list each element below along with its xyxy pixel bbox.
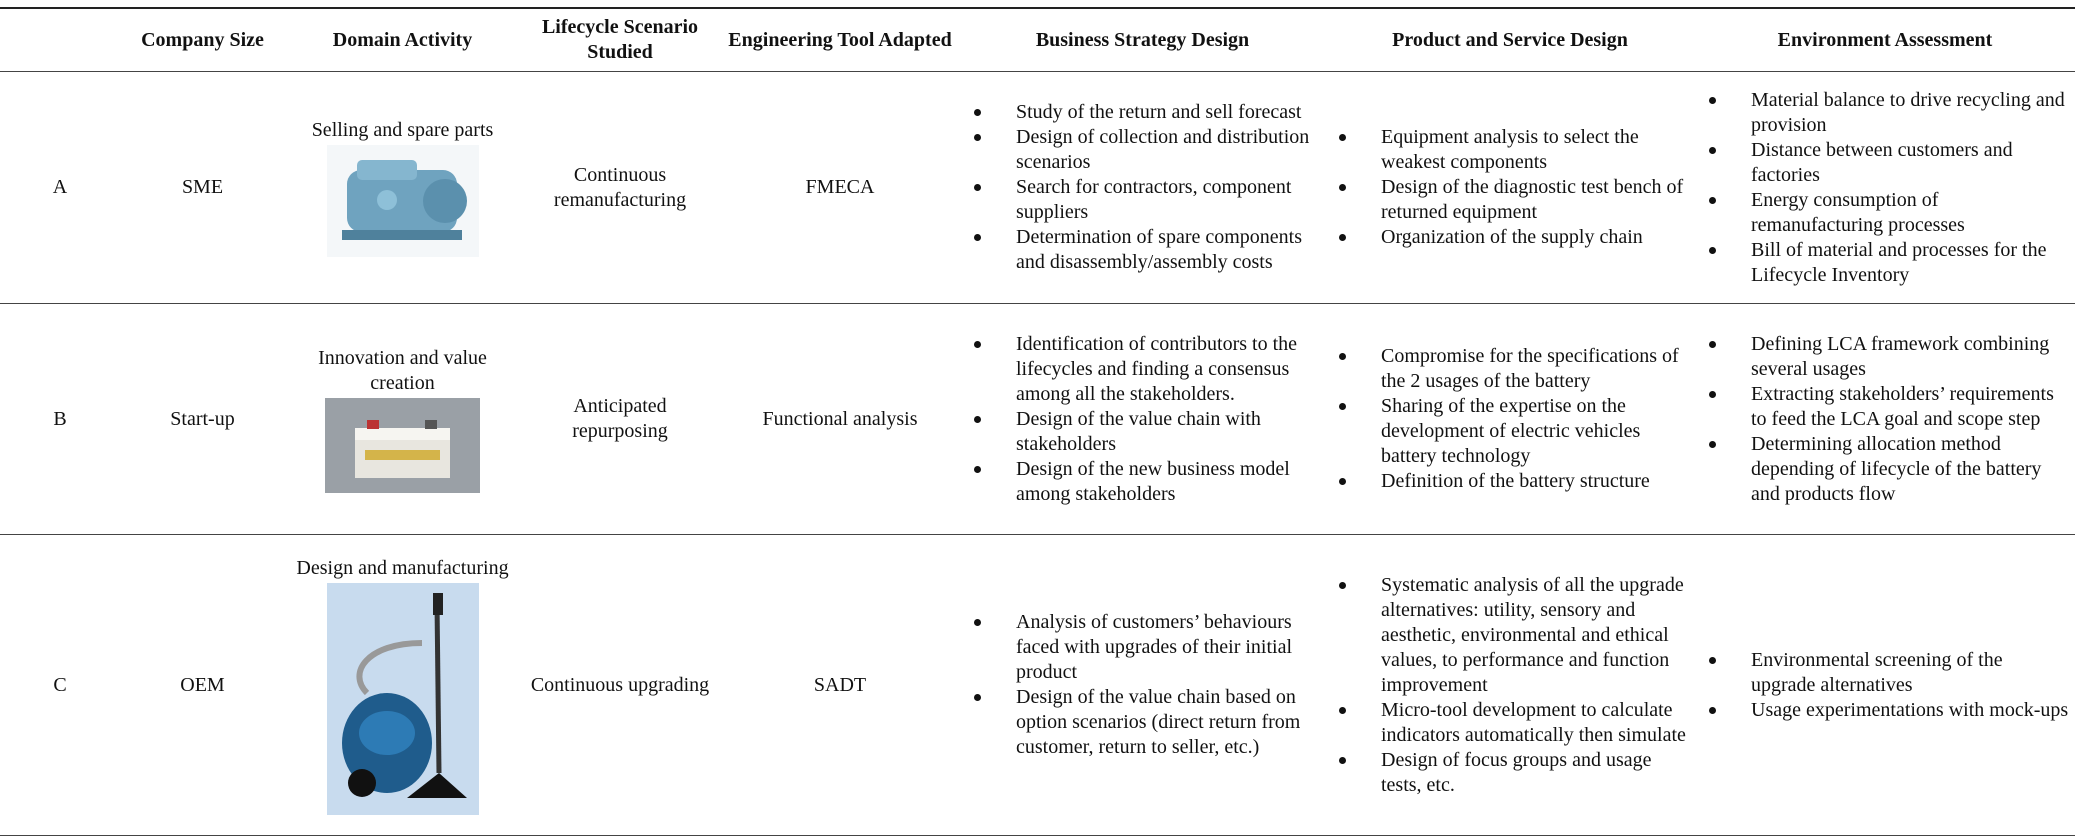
bullet-item: Definition of the battery structure xyxy=(1329,469,1691,494)
bullet-item: Defining LCA framework combining several… xyxy=(1699,332,2071,382)
bullet-item: Design of collection and distribution sc… xyxy=(964,125,1321,175)
bullet-item: Design of the new business model among s… xyxy=(964,457,1321,507)
scenario: Anticipated repurposing xyxy=(572,395,668,442)
motor-image xyxy=(326,145,479,257)
header-cell: Business Strategy Design xyxy=(960,7,1325,72)
domain: Selling and spare parts xyxy=(311,119,494,141)
bullet-item: Energy consumption of remanufacturing pr… xyxy=(1699,188,2071,238)
cell: Identification of contributors to the li… xyxy=(960,303,1325,535)
business-list: Study of the return and sell forecast Des… xyxy=(964,100,1321,275)
environment-list: Environmental screening of the upgrade a… xyxy=(1699,648,2071,723)
cell: OEM xyxy=(120,534,285,836)
domain: Design and manufacturing xyxy=(296,556,509,579)
product-list: Equipment analysis to select the weakest… xyxy=(1329,125,1691,250)
header-row: Company Size Domain Activity Lifecycle Sce… xyxy=(0,7,2075,72)
table: Company Size Domain Activity Lifecycle Sce… xyxy=(0,7,2075,836)
id: A xyxy=(52,176,68,198)
bullet-item: Identification of contributors to the li… xyxy=(964,332,1321,407)
id: C xyxy=(53,673,67,696)
business-list: Identification of contributors to the li… xyxy=(964,332,1321,507)
page: Company Size Domain Activity Lifecycle Sce… xyxy=(0,7,2075,840)
size: OEM xyxy=(180,673,225,696)
cell: Continuous upgrading xyxy=(520,534,720,836)
vacuum-image xyxy=(326,582,479,815)
tool: Functional analysis xyxy=(762,407,918,430)
bullet-item: Extracting stakeholders’ requirements to… xyxy=(1699,382,2071,432)
cell: Study of the return and sell forecast Des… xyxy=(960,71,1325,304)
cell: Design and manufacturing xyxy=(285,534,520,836)
cell: Start-up xyxy=(120,303,285,535)
scenario: Continuous remanufacturing xyxy=(553,163,687,211)
cell: Anticipated repurposing xyxy=(520,303,720,535)
environment-list: Material balance to drive recycling and … xyxy=(1699,88,2071,288)
bullet-item: Compromise for the specifications of the… xyxy=(1329,344,1691,394)
bullet-item: Analysis of customers’ behaviours faced … xyxy=(964,610,1321,685)
id: B xyxy=(53,407,67,430)
cell: Defining LCA framework combining several… xyxy=(1695,303,2075,535)
cell: Innovation and value creation xyxy=(285,303,520,535)
bullet-item: Design of the diagnostic test bench of r… xyxy=(1329,175,1691,225)
size: Start-up xyxy=(170,407,235,430)
tool: SADT xyxy=(813,673,867,696)
bullet-item: Organization of the supply chain xyxy=(1329,225,1691,250)
environment-list: Defining LCA framework combining several… xyxy=(1699,332,2071,507)
cell: Environmental screening of the upgrade a… xyxy=(1695,534,2075,836)
header-cell: Environment Assessment xyxy=(1695,7,2075,72)
cell: Continuous remanufacturing xyxy=(520,71,720,304)
cell: FMECA xyxy=(720,71,960,304)
table-row: B Start-up Innovation and value creation An… xyxy=(0,303,2075,535)
bullet-item: Systematic analysis of all the upgrade a… xyxy=(1329,573,1691,698)
business-list: Analysis of customers’ behaviours faced … xyxy=(964,610,1321,760)
bullet-item: Micro-tool development to calculate indi… xyxy=(1329,698,1691,748)
bullet-item: Determining allocation method depending … xyxy=(1699,432,2071,507)
cell: Selling and spare parts xyxy=(285,71,520,304)
bullet-item: Equipment analysis to select the weakest… xyxy=(1329,125,1691,175)
scenario: Continuous upgrading xyxy=(530,673,710,696)
cell: C xyxy=(0,534,120,836)
cell: Equipment analysis to select the weakest… xyxy=(1325,71,1695,304)
cell: Material balance to drive recycling and … xyxy=(1695,71,2075,304)
cell: Compromise for the specifications of the… xyxy=(1325,303,1695,535)
cell: SADT xyxy=(720,534,960,836)
cell: Functional analysis xyxy=(720,303,960,535)
product-list: Systematic analysis of all the upgrade a… xyxy=(1329,573,1691,798)
bullet-item: Design of the value chain based on optio… xyxy=(964,685,1321,760)
cell: B xyxy=(0,303,120,535)
header-cell: Domain Activity xyxy=(285,7,520,72)
bullet-item: Study of the return and sell forecast xyxy=(964,100,1321,125)
bullet-item: Sharing of the expertise on the developm… xyxy=(1329,394,1691,469)
bullet-item: Usage experimentations with mock-ups xyxy=(1699,698,2071,723)
cell: Systematic analysis of all the upgrade a… xyxy=(1325,534,1695,836)
bullet-item: Design of focus groups and usage tests, … xyxy=(1329,748,1691,798)
table-row: C OEM Design and manufacturing Continuous u… xyxy=(0,534,2075,836)
header-cell: Lifecycle Scenario Studied xyxy=(520,7,720,72)
product-list: Compromise for the specifications of the… xyxy=(1329,344,1691,494)
cell: SME xyxy=(120,71,285,304)
bullet-item: Distance between customers and factories xyxy=(1699,138,2071,188)
domain: Innovation and value creation xyxy=(318,346,487,394)
size: SME xyxy=(181,176,224,198)
header-cell xyxy=(0,7,120,72)
header-cell: Product and Service Design xyxy=(1325,7,1695,72)
bullet-item: Determination of spare components and di… xyxy=(964,225,1321,275)
header-cell: Company Size xyxy=(120,7,285,72)
battery-image xyxy=(325,397,480,493)
tool: FMECA xyxy=(805,176,875,198)
table-row: A SME Selling and spare parts Continuous re… xyxy=(0,71,2075,304)
cell: A xyxy=(0,71,120,304)
header-cell: Engineering Tool Adapted xyxy=(720,7,960,72)
bullet-item: Material balance to drive recycling and … xyxy=(1699,88,2071,138)
bullet-item: Bill of material and processes for the L… xyxy=(1699,238,2071,288)
bullet-item: Design of the value chain with stakehold… xyxy=(964,407,1321,457)
bullet-item: Environmental screening of the upgrade a… xyxy=(1699,648,2071,698)
bullet-item: Search for contractors, component suppli… xyxy=(964,175,1321,225)
cell: Analysis of customers’ behaviours faced … xyxy=(960,534,1325,836)
